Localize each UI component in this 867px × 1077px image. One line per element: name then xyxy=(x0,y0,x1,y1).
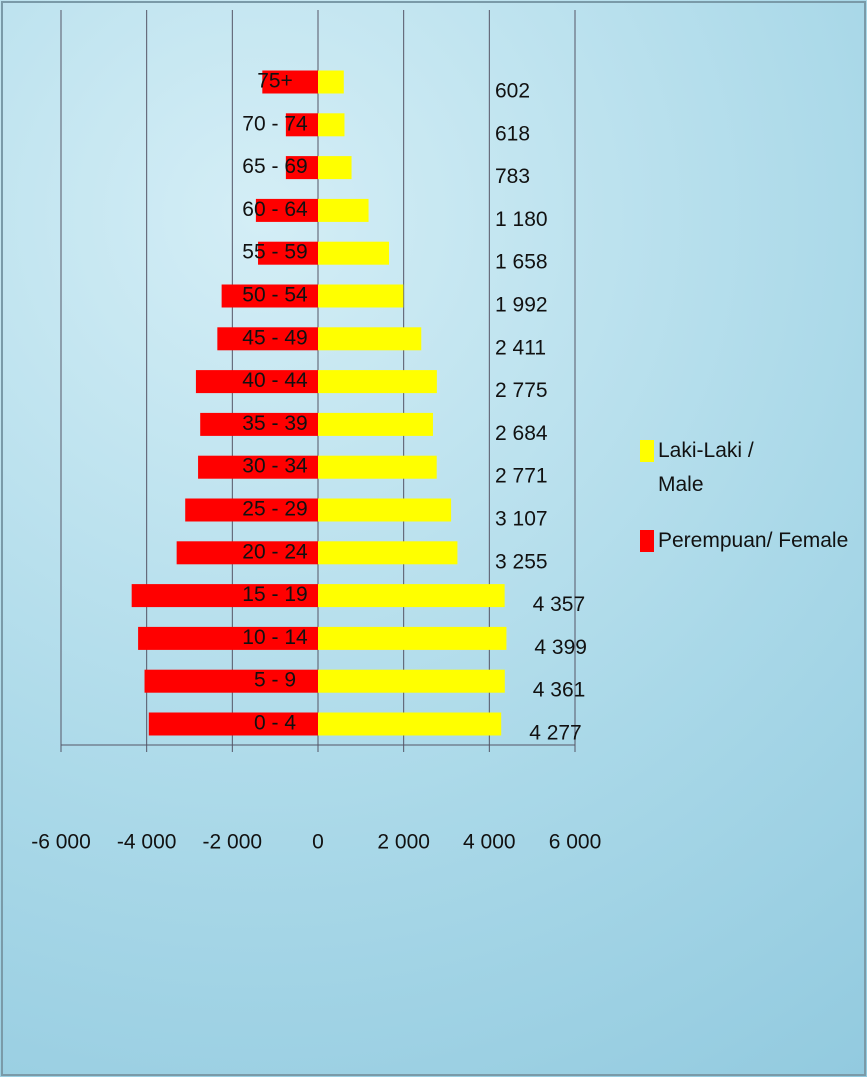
legend-label: Laki-Laki / Male xyxy=(658,439,754,496)
bar xyxy=(198,455,318,479)
x-tick-label: -4 000 xyxy=(117,831,177,854)
x-tick-label: 2 000 xyxy=(377,831,430,854)
data-label: 4 361 xyxy=(533,679,586,702)
category-label: 75+ xyxy=(257,70,293,93)
legend-label: Perempuan/ Female xyxy=(658,529,849,552)
bar xyxy=(221,284,318,308)
data-label: 3 107 xyxy=(495,508,548,531)
legend-item: Perempuan/ Female xyxy=(640,529,860,558)
category-label: 45 - 49 xyxy=(242,326,307,349)
bar xyxy=(318,626,507,650)
data-label: 618 xyxy=(495,122,530,145)
category-label: 40 - 44 xyxy=(242,369,308,392)
bar xyxy=(318,584,505,608)
category-label: 60 - 64 xyxy=(242,198,308,221)
data-label: 783 xyxy=(495,165,530,188)
legend: Laki-Laki / Male Perempuan/ Female xyxy=(640,439,860,586)
data-label: 3 255 xyxy=(495,550,548,573)
bar xyxy=(318,669,505,693)
bar xyxy=(318,327,422,351)
bar xyxy=(318,712,502,736)
bar xyxy=(217,327,318,351)
data-label: 1 658 xyxy=(495,251,548,274)
category-label: 5 - 9 xyxy=(254,669,296,692)
data-label: 1 180 xyxy=(495,208,548,231)
bar xyxy=(318,198,369,222)
bar xyxy=(318,541,458,565)
data-label: 602 xyxy=(495,80,530,103)
category-label: 50 - 54 xyxy=(242,284,308,307)
bar xyxy=(318,412,433,436)
bar xyxy=(144,669,318,693)
category-label: 20 - 24 xyxy=(242,540,308,563)
x-tick-label: 0 xyxy=(312,831,324,854)
category-label: 0 - 4 xyxy=(254,712,296,735)
bar xyxy=(318,241,390,265)
data-label: 4 277 xyxy=(529,722,582,745)
data-label: 2 684 xyxy=(495,422,548,445)
category-label: 65 - 69 xyxy=(242,155,307,178)
data-label: 4 399 xyxy=(534,636,587,659)
x-tick-label: 4 000 xyxy=(463,831,516,854)
bar xyxy=(285,156,318,180)
legend-swatch xyxy=(640,440,654,462)
category-label: 55 - 59 xyxy=(242,241,307,264)
bar xyxy=(318,70,344,94)
data-label: 2 411 xyxy=(495,336,546,359)
category-label: 70 - 74 xyxy=(242,112,308,135)
bar xyxy=(255,198,318,222)
category-label: 30 - 34 xyxy=(242,455,308,478)
category-label: 25 - 29 xyxy=(242,498,307,521)
category-label: 35 - 39 xyxy=(242,412,307,435)
bar xyxy=(318,284,404,308)
data-label: 2 771 xyxy=(495,465,548,488)
bar xyxy=(318,370,437,394)
data-label: 2 775 xyxy=(495,379,548,402)
x-tick-label: -2 000 xyxy=(203,831,263,854)
bar xyxy=(285,113,318,137)
bar xyxy=(258,241,318,265)
bar xyxy=(185,498,318,522)
category-label: 15 - 19 xyxy=(242,583,307,606)
data-label: 4 357 xyxy=(533,593,586,616)
bar xyxy=(148,712,318,736)
bar xyxy=(318,113,345,137)
bar xyxy=(138,626,318,650)
x-tick-label: 6 000 xyxy=(549,831,602,854)
bar xyxy=(176,541,318,565)
legend-swatch xyxy=(640,530,654,552)
legend-item: Laki-Laki / Male xyxy=(640,439,860,502)
bar xyxy=(262,70,318,94)
category-label: 10 - 14 xyxy=(242,626,308,649)
bar xyxy=(200,412,318,436)
data-label: 1 992 xyxy=(495,294,548,317)
bar xyxy=(318,156,352,180)
bar xyxy=(318,498,452,522)
bar xyxy=(318,455,437,479)
x-tick-label: -6 000 xyxy=(31,831,91,854)
bar xyxy=(131,584,318,608)
bar xyxy=(195,370,318,394)
